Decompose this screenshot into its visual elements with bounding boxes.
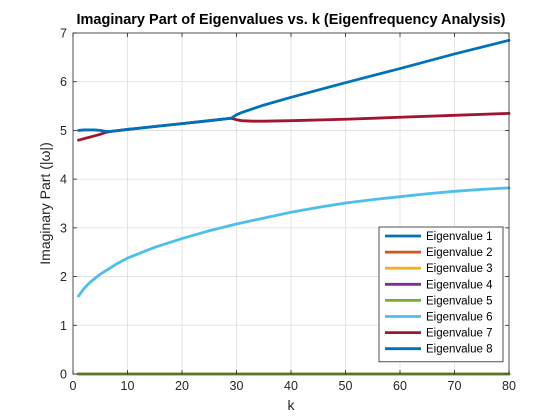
series-line-8 (77, 38, 511, 133)
x-axis-ticks: 0 10 20 30 40 50 60 70 80 (70, 33, 516, 393)
chart-title: Imaginary Part of Eigenvalues vs. k (Eig… (77, 12, 506, 28)
x-tick-label: 80 (502, 379, 516, 393)
y-tick-label: 2 (60, 270, 67, 284)
legend-label: Eigenvalue 4 (426, 279, 493, 291)
legend-box (378, 226, 504, 363)
y-tick-label: 3 (60, 221, 67, 235)
x-tick-label: 50 (339, 379, 353, 393)
legend: Eigenvalue 1 Eigenvalue 2 Eigenvalue 3 Eige… (378, 226, 504, 363)
legend-label: Eigenvalue 5 (426, 295, 493, 307)
legend-label: Eigenvalue 1 (426, 231, 493, 243)
x-tick-label: 10 (121, 379, 135, 393)
legend-label: Eigenvalue 2 (426, 247, 493, 259)
series-line-6 (77, 186, 511, 298)
x-tick-label: 60 (393, 379, 407, 393)
y-tick-label: 0 (60, 368, 67, 382)
y-tick-label: 5 (60, 124, 67, 138)
x-tick-label: 40 (284, 379, 298, 393)
x-axis-label: k (288, 397, 296, 413)
legend-label: Eigenvalue 7 (426, 328, 493, 340)
y-tick-label: 7 (60, 27, 67, 41)
x-tick-label: 0 (70, 379, 77, 393)
legend-label: Eigenvalue 3 (426, 263, 493, 275)
legend-label: Eigenvalue 8 (426, 344, 493, 356)
y-tick-label: 1 (60, 319, 67, 333)
y-axis-ticks: 0 1 2 3 4 5 6 7 (60, 27, 509, 382)
x-tick-label: 20 (175, 379, 189, 393)
legend-label: Eigenvalue 6 (426, 312, 493, 324)
y-axis-label: Imaginary Part (|ω|) (37, 142, 53, 264)
y-tick-label: 6 (60, 75, 67, 89)
x-tick-label: 70 (448, 379, 462, 393)
y-tick-label: 4 (60, 173, 67, 187)
x-tick-label: 30 (230, 379, 244, 393)
